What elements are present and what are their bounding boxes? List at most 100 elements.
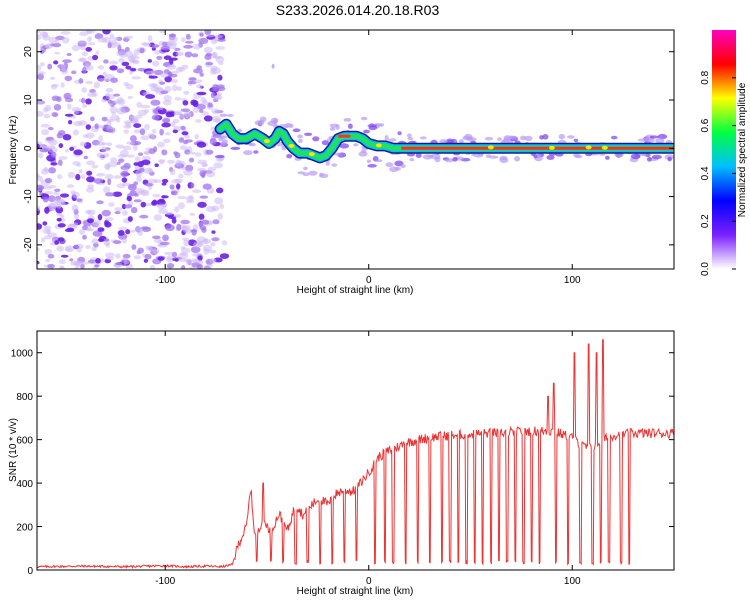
trace-halo-blob [415,152,422,158]
colorbar-tick-label: 0.6 [700,118,711,132]
noise-blob [147,59,152,63]
noise-blob [175,51,184,57]
trace-halo-blob [514,156,521,162]
noise-blob [113,37,119,41]
trace-halo-blob [230,146,241,150]
noise-blob [190,182,195,189]
noise-blob [192,43,201,50]
noise-blob [142,42,152,47]
noise-blob [121,61,130,67]
noise-blob [37,30,41,33]
noise-blob [64,113,74,117]
noise-blob [68,120,73,125]
noise-blob [148,148,156,155]
noise-blob [166,255,174,260]
trace-halo-blob [303,166,308,171]
noise-blob [144,253,152,260]
noise-blob [131,244,137,250]
noise-blob [199,195,209,199]
noise-blob [152,193,161,198]
y-tick-label: 200 [16,523,33,534]
signal-hotspot [601,145,608,150]
noise-blob [73,149,83,156]
noise-blob [182,237,190,242]
noise-blob [39,62,46,67]
noise-blob [40,237,46,243]
noise-blob [73,260,84,266]
noise-blob [71,204,79,212]
noise-blob [118,57,125,63]
noise-blob [123,259,130,265]
noise-blob [179,252,188,256]
noise-blob [115,144,125,149]
noise-blob [161,178,169,184]
noise-blob [171,79,178,84]
trace-halo-blob [651,154,662,160]
noise-blob [48,138,58,146]
noise-blob [150,99,161,106]
noise-blob [196,168,207,172]
noise-blob [210,65,218,71]
noise-blob [61,68,68,75]
noise-blob [58,156,68,160]
noise-blob [188,194,194,200]
noise-blob [188,157,195,163]
noise-blob [85,47,92,52]
noise-blob [62,59,72,63]
x-tick-label: -100 [155,275,175,286]
noise-blob [192,253,201,257]
trace-halo-blob [319,173,329,178]
noise-blob [208,249,217,254]
y-tick-label: 800 [16,392,33,403]
noise-blob [159,81,166,85]
noise-blob [63,92,72,100]
noise-blob [87,184,94,190]
noise-blob [101,146,107,153]
noise-blob [79,58,86,62]
noise-blob [123,124,132,129]
noise-blob [145,94,156,99]
noise-blob [43,185,52,190]
trace-halo-blob [409,158,415,162]
trace-halo-blob [497,137,502,142]
noise-blob [37,173,40,179]
noise-blob [192,100,199,108]
noise-blob [53,197,59,204]
signal-hotspot [288,143,295,148]
noise-blob [86,176,95,183]
noise-blob [133,255,141,260]
trace-halo-blob [657,133,668,140]
noise-blob [37,223,43,230]
trace-halo-blob [439,139,448,144]
noise-blob [216,187,224,194]
noise-blob [105,87,114,93]
noise-blob [180,108,191,112]
noise-blob [164,76,172,83]
noise-blob [58,143,64,149]
noise-blob [37,184,45,191]
noise-blob [141,156,152,161]
noise-blob [165,132,171,136]
noise-blob [148,75,158,79]
noise-blob [180,125,186,130]
noise-blob [85,124,92,130]
noise-blob [113,93,121,97]
noise-blob [204,30,212,35]
noise-blob [50,84,58,90]
noise-blob [177,196,187,200]
noise-blob [57,174,63,180]
noise-blob [171,70,179,75]
noise-blob [193,241,202,248]
noise-blob [165,224,175,232]
noise-blob [172,129,178,134]
noise-blob [201,111,209,116]
noise-blob [107,178,112,186]
noise-blob [43,113,51,119]
noise-blob [103,59,109,64]
noise-blob [139,47,145,54]
noise-blob [79,229,85,235]
noise-blob [97,78,108,82]
noise-blob [178,67,186,72]
noise-blob [44,177,53,184]
noise-blob [221,240,228,246]
